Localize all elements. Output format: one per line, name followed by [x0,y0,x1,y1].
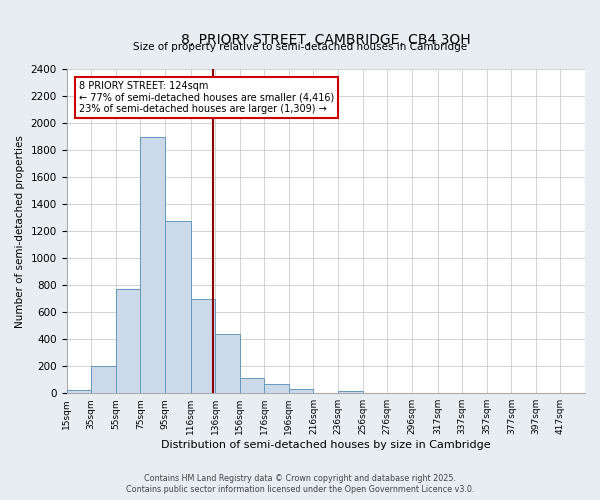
Bar [91,366,116,393]
Y-axis label: Number of semi-detached properties: Number of semi-detached properties [15,134,25,328]
X-axis label: Distribution of semi-detached houses by size in Cambridge: Distribution of semi-detached houses by … [161,440,491,450]
Bar [116,289,140,393]
Bar [265,384,289,393]
Bar [240,378,265,393]
Text: 8 PRIORY STREET: 124sqm
← 77% of semi-detached houses are smaller (4,416)
23% of: 8 PRIORY STREET: 124sqm ← 77% of semi-de… [79,81,334,114]
Bar [191,298,215,393]
Bar [215,334,240,393]
Title: 8, PRIORY STREET, CAMBRIDGE, CB4 3QH: 8, PRIORY STREET, CAMBRIDGE, CB4 3QH [181,33,470,47]
Bar [289,389,313,393]
Text: Size of property relative to semi-detached houses in Cambridge: Size of property relative to semi-detach… [133,42,467,52]
Bar [338,390,362,393]
Bar [67,390,91,393]
Bar [437,392,462,393]
Bar [140,136,165,393]
Text: Contains HM Land Registry data © Crown copyright and database right 2025.
Contai: Contains HM Land Registry data © Crown c… [126,474,474,494]
Bar [362,392,387,393]
Bar [165,221,191,393]
